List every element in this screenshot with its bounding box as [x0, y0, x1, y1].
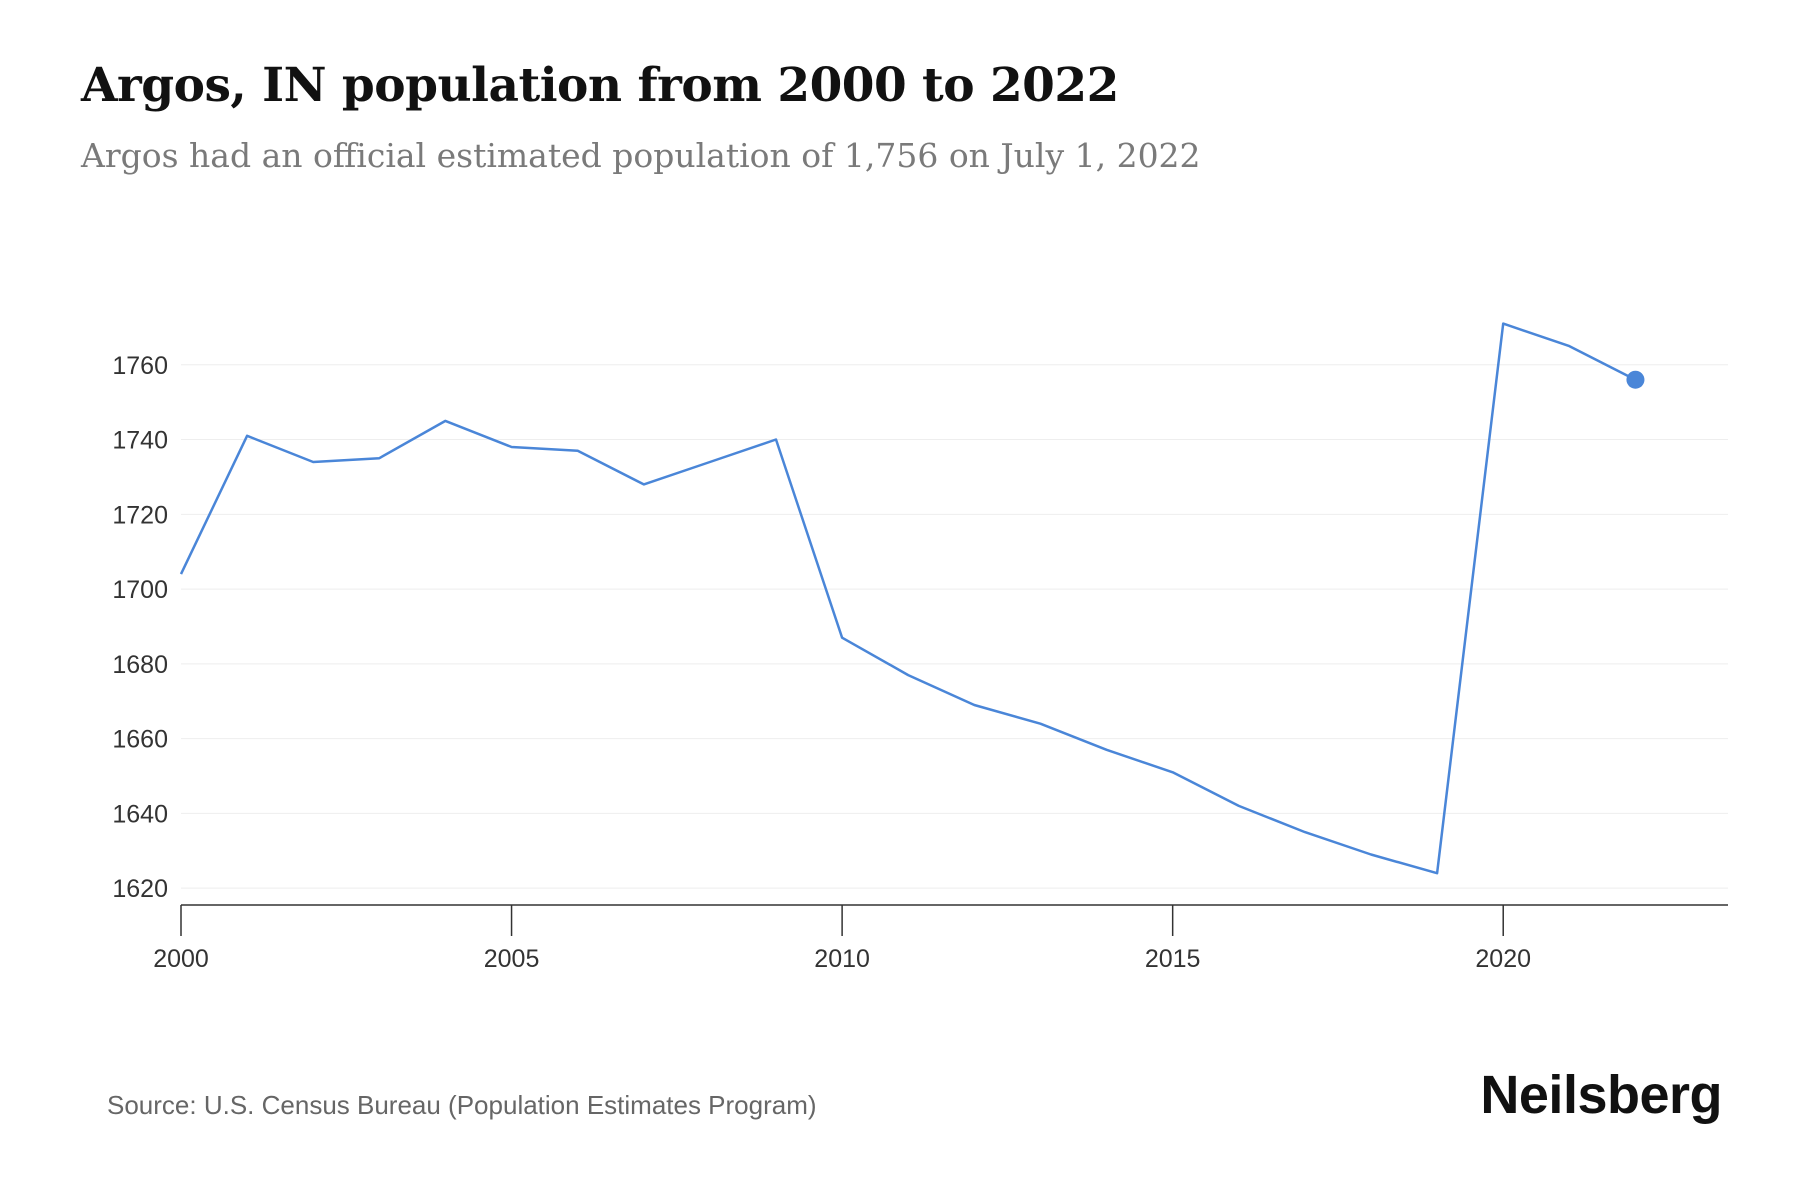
chart-subtitle: Argos had an official estimated populati… [81, 136, 1201, 175]
population-series-line [179, 322, 1636, 875]
data-point-2003 [376, 455, 382, 461]
data-point-2002 [310, 459, 316, 465]
x-tick-label-2000: 2000 [153, 945, 209, 973]
data-point-2019 [1434, 870, 1440, 876]
data-point-2011 [905, 672, 911, 678]
data-point-2017 [1302, 829, 1308, 835]
y-tick-label-1760: 1760 [112, 352, 168, 380]
x-tick-label-2020: 2020 [1475, 945, 1531, 973]
x-tick-label-2005: 2005 [484, 945, 540, 973]
y-tick-label-1660: 1660 [112, 726, 168, 754]
data-point-2018 [1368, 852, 1374, 858]
data-point-2000 [178, 571, 184, 577]
data-point-2006 [575, 448, 581, 454]
latest-data-point-marker [1626, 370, 1645, 389]
y-tick-label-1700: 1700 [112, 576, 168, 604]
y-tick-label-1720: 1720 [112, 501, 168, 529]
brand-logo: Neilsberg [1480, 1065, 1722, 1125]
data-point-2014 [1104, 747, 1110, 753]
y-tick-label-1740: 1740 [112, 427, 168, 455]
data-point-2010 [839, 635, 845, 641]
chart-title: Argos, IN population from 2000 to 2022 [81, 58, 1119, 113]
data-point-2001 [244, 433, 250, 439]
data-point-2005 [509, 444, 515, 450]
source-note: Source: U.S. Census Bureau (Population E… [107, 1090, 817, 1120]
data-point-2004 [442, 418, 448, 424]
data-point-2008 [707, 459, 713, 465]
y-tick-label-1620: 1620 [112, 875, 168, 903]
x-tick-label-2015: 2015 [1145, 945, 1201, 973]
data-point-2016 [1236, 803, 1242, 809]
data-point-2007 [641, 481, 647, 487]
x-tick-label-2010: 2010 [814, 945, 870, 973]
data-point-2013 [1037, 721, 1043, 727]
data-point-2012 [971, 702, 977, 708]
data-point-2015 [1170, 769, 1176, 775]
y-tick-label-1680: 1680 [112, 651, 168, 679]
data-point-2021 [1566, 343, 1572, 349]
data-point-2009 [773, 437, 779, 443]
y-tick-label-1640: 1640 [112, 800, 168, 828]
data-point-2020 [1500, 321, 1506, 327]
